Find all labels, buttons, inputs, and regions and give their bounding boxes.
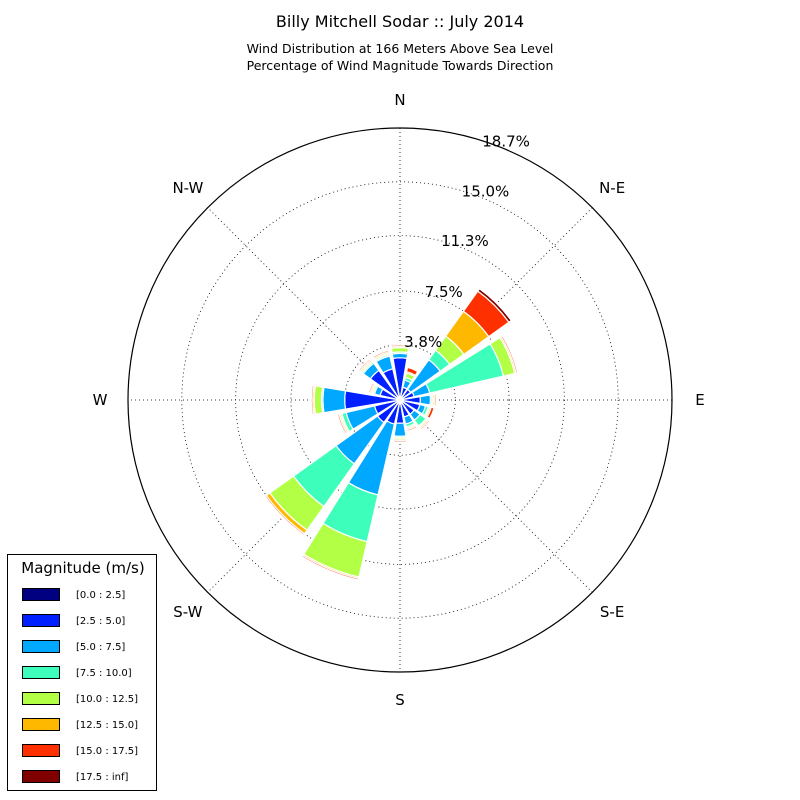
radial-tick-label-0: 3.8% (404, 333, 442, 351)
grid-ring-1 (290, 290, 510, 510)
legend-label: [7.5 : 10.0] (76, 668, 132, 679)
direction-label-E: E (695, 391, 704, 409)
legend-item: [12.5 : 15.0] (20, 718, 156, 734)
bar-SSW-bin-6 (301, 554, 360, 581)
bar-S-bin-2 (393, 422, 407, 437)
legend-label: [10.0 : 12.5] (76, 694, 139, 705)
bar-S-bin-6 (392, 439, 408, 443)
bar-WSW-bin-6 (336, 413, 348, 435)
chart-title: Billy Mitchell Sodar :: July 2014 (275, 12, 525, 31)
direction-label-W: W (93, 391, 108, 409)
legend-swatch (22, 588, 60, 601)
bar-W-bin-4 (313, 385, 324, 415)
bar-N-bin-6 (390, 344, 410, 348)
radial-tick-label-4: 18.7% (482, 133, 530, 151)
legend-swatch (22, 744, 60, 757)
legend-label: [5.0 : 7.5] (76, 642, 126, 653)
legend-swatch (22, 640, 60, 653)
bar-W-bin-2 (322, 386, 347, 414)
legend-label: [17.5 : inf] (76, 772, 129, 783)
legend-swatch (22, 770, 60, 783)
legend-item: [15.0 : 17.5] (20, 744, 156, 760)
bar-W-bin-6 (310, 384, 315, 416)
bar-ESE-bin-6 (426, 406, 435, 420)
legend-label: [0.0 : 2.5] (76, 590, 126, 601)
legend-item: [10.0 : 12.5] (20, 692, 156, 708)
bar-ENE-bin-6 (500, 335, 519, 374)
radial-tick-label-2: 11.3% (441, 232, 489, 250)
bar-NE-bin-7 (476, 287, 513, 324)
bar-SE-bin-6 (419, 419, 431, 431)
direction-label-N-W: N-W (172, 179, 203, 197)
legend-swatch (22, 718, 60, 731)
bar-NW-bin-6 (357, 357, 373, 373)
bar-WNW-bin-6 (368, 382, 375, 394)
legend-label: [12.5 : 15.0] (76, 720, 139, 731)
wind-rose-bars (264, 287, 519, 581)
legend-label: [2.5 : 5.0] (76, 616, 126, 627)
legend-item: [0.0 : 2.5] (20, 588, 156, 604)
legend-swatch (22, 666, 60, 679)
direction-label-S-E: S-E (600, 603, 624, 621)
direction-label-N-E: N-E (599, 179, 625, 197)
bar-E-bin-6 (433, 393, 437, 407)
direction-label-S-W: S-W (173, 603, 202, 621)
legend-item: [17.5 : inf] (20, 770, 156, 786)
legend-swatch (22, 614, 60, 627)
direction-label-S: S (395, 691, 405, 709)
radial-tick-label-1: 7.5% (425, 283, 463, 301)
bar-NNE-bin-6 (405, 366, 419, 377)
legend-title: Magnitude (m/s) (21, 559, 145, 577)
legend-item: [7.5 : 10.0] (20, 666, 156, 682)
grid-ring-3 (181, 181, 619, 619)
direction-label-N: N (394, 91, 405, 109)
direction-labels: N N-E E S-E S S-W W N-W (93, 91, 705, 709)
bar-E-bin-2 (419, 394, 432, 406)
chart-subtitle-line-2: Percentage of Wind Magnitude Towards Dir… (246, 58, 554, 73)
bar-SW-bin-6 (264, 494, 306, 536)
legend-item: [5.0 : 7.5] (20, 640, 156, 656)
radial-tick-label-3: 15.0% (462, 182, 510, 200)
polar-frame (127, 127, 673, 673)
chart-subtitle-line-1: Wind Distribution at 166 Meters Above Se… (246, 41, 554, 56)
legend: Magnitude (m/s) [0.0 : 2.5] [2.5 : 5.0] [5… (7, 554, 157, 791)
legend-item: [2.5 : 5.0] (20, 614, 156, 630)
legend-label: [15.0 : 17.5] (76, 746, 139, 757)
bar-NNW-bin-6 (372, 349, 390, 359)
bar-SSE-bin-6 (406, 425, 418, 432)
radial-tick-labels: 3.8% 7.5% 11.3% 15.0% 18.7% (404, 133, 530, 351)
legend-swatch (22, 692, 60, 705)
